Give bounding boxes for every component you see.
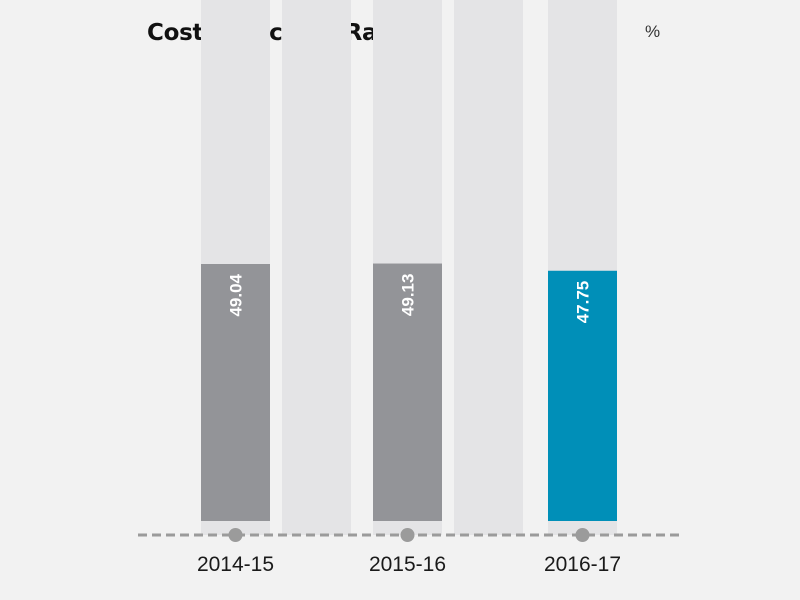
axis-marker-2016-17 xyxy=(575,528,590,542)
value-label-2014-15: 49.04 xyxy=(227,273,246,316)
bar-2014-15 xyxy=(201,264,270,521)
axis-marker-2014-15 xyxy=(228,528,243,542)
chart-title: Cost to Income Ratio xyxy=(147,20,412,46)
tick-label-2016-17: 2016-17 xyxy=(544,553,621,576)
spacer-column-2 xyxy=(454,0,523,535)
unit-label: % xyxy=(645,22,661,41)
bar-2015-16 xyxy=(373,263,442,521)
value-label-2016-17: 47.75 xyxy=(574,281,593,324)
spacer-column-1 xyxy=(282,0,351,535)
tick-label-2014-15: 2014-15 xyxy=(197,553,274,576)
bar-2016-17 xyxy=(548,270,617,521)
axis-marker-2015-16 xyxy=(400,528,415,542)
value-label-2015-16: 49.13 xyxy=(399,274,418,317)
tick-label-2015-16: 2015-16 xyxy=(369,553,446,576)
